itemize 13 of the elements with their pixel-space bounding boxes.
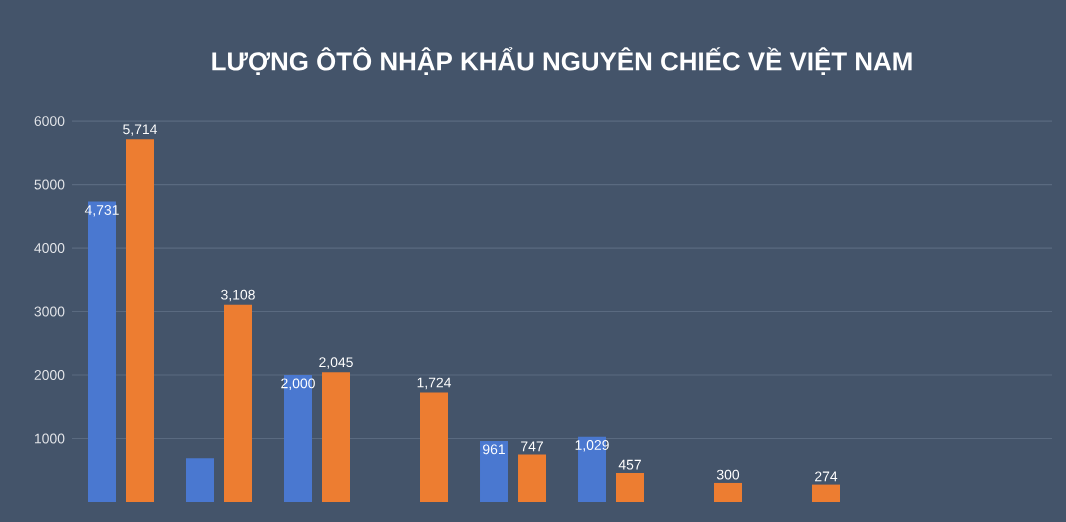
bar <box>186 458 214 502</box>
bar <box>126 139 154 502</box>
bar <box>812 484 841 502</box>
bar <box>480 440 509 502</box>
bar <box>518 454 547 502</box>
bar <box>322 372 350 502</box>
bar <box>284 375 312 502</box>
bar <box>714 482 743 502</box>
bar <box>88 201 116 502</box>
bar <box>420 392 449 502</box>
bar <box>224 304 252 502</box>
bar <box>616 472 645 502</box>
chart-title: LƯỢNG ÔTÔ NHẬP KHẨU NGUYÊN CHIẾC VỀ VIỆT NAM <box>212 47 912 75</box>
